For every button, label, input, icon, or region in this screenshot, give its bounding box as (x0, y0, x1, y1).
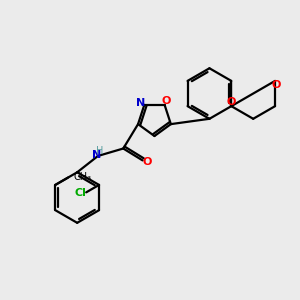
Text: N: N (92, 150, 101, 161)
Text: O: O (272, 80, 281, 90)
Text: Cl: Cl (75, 188, 87, 198)
Text: N: N (136, 98, 145, 108)
Text: O: O (226, 97, 236, 107)
Text: H: H (96, 146, 103, 156)
Text: O: O (161, 96, 171, 106)
Text: CH₃: CH₃ (74, 172, 92, 182)
Text: O: O (142, 157, 152, 167)
